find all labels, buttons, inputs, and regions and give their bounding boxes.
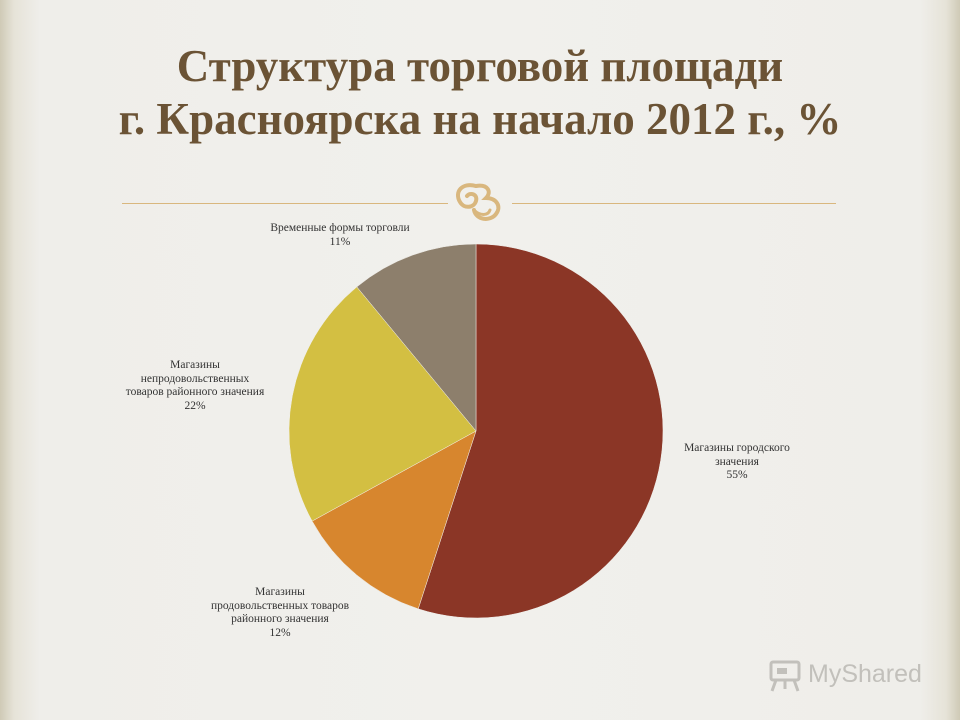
pie-slice-nonfood-stores [288,286,477,522]
scroll-flourish-icon [456,183,501,221]
slice-value-label: 11% [329,235,351,248]
presentation-board-icon [769,660,801,692]
slice-label-text: Магазины [170,359,220,371]
page-title: Структура торговой площади г. Красноярск… [40,40,920,146]
slice-label-text: районного значения [231,613,329,625]
slice-label-text: значения [715,455,759,468]
slice-label-text: непродовольственных [140,372,250,385]
slice-label-nonfood-stores: Магазины непродовольственных товаров рай… [100,359,290,413]
watermark-logo: MyShared [768,656,938,696]
title-line-2: г. Красноярска на начало 2012 г., % [118,94,842,144]
divider-left [122,203,448,204]
divider-right [512,203,836,204]
slice-value-label: 22% [184,399,206,412]
slice-label-city-stores: Магазины городского значения 55% [652,442,822,483]
slice-label-text: Магазины городского [684,442,790,454]
slice-label-temporary-trade: Временные формы торговли 11% [240,222,440,249]
slice-label-text: продовольственных товаров [210,599,350,612]
title-line-1: Структура торговой площади [176,41,784,91]
slice-value-label: 12% [269,626,291,639]
pie-slice-food-stores [311,430,477,610]
slice-value-label: 55% [726,469,748,481]
pie-slice-city-stores [417,243,664,619]
slice-label-text: Магазины [255,586,305,598]
slice-label-text: товаров районного значения [125,386,265,398]
watermark-text: MyShared [808,660,922,688]
pie-slice-temporary-trade [356,243,477,432]
slice-label-text: Временные формы торговли [270,222,410,234]
slice-label-food-stores: Магазины продовольственных товаров район… [170,586,390,640]
